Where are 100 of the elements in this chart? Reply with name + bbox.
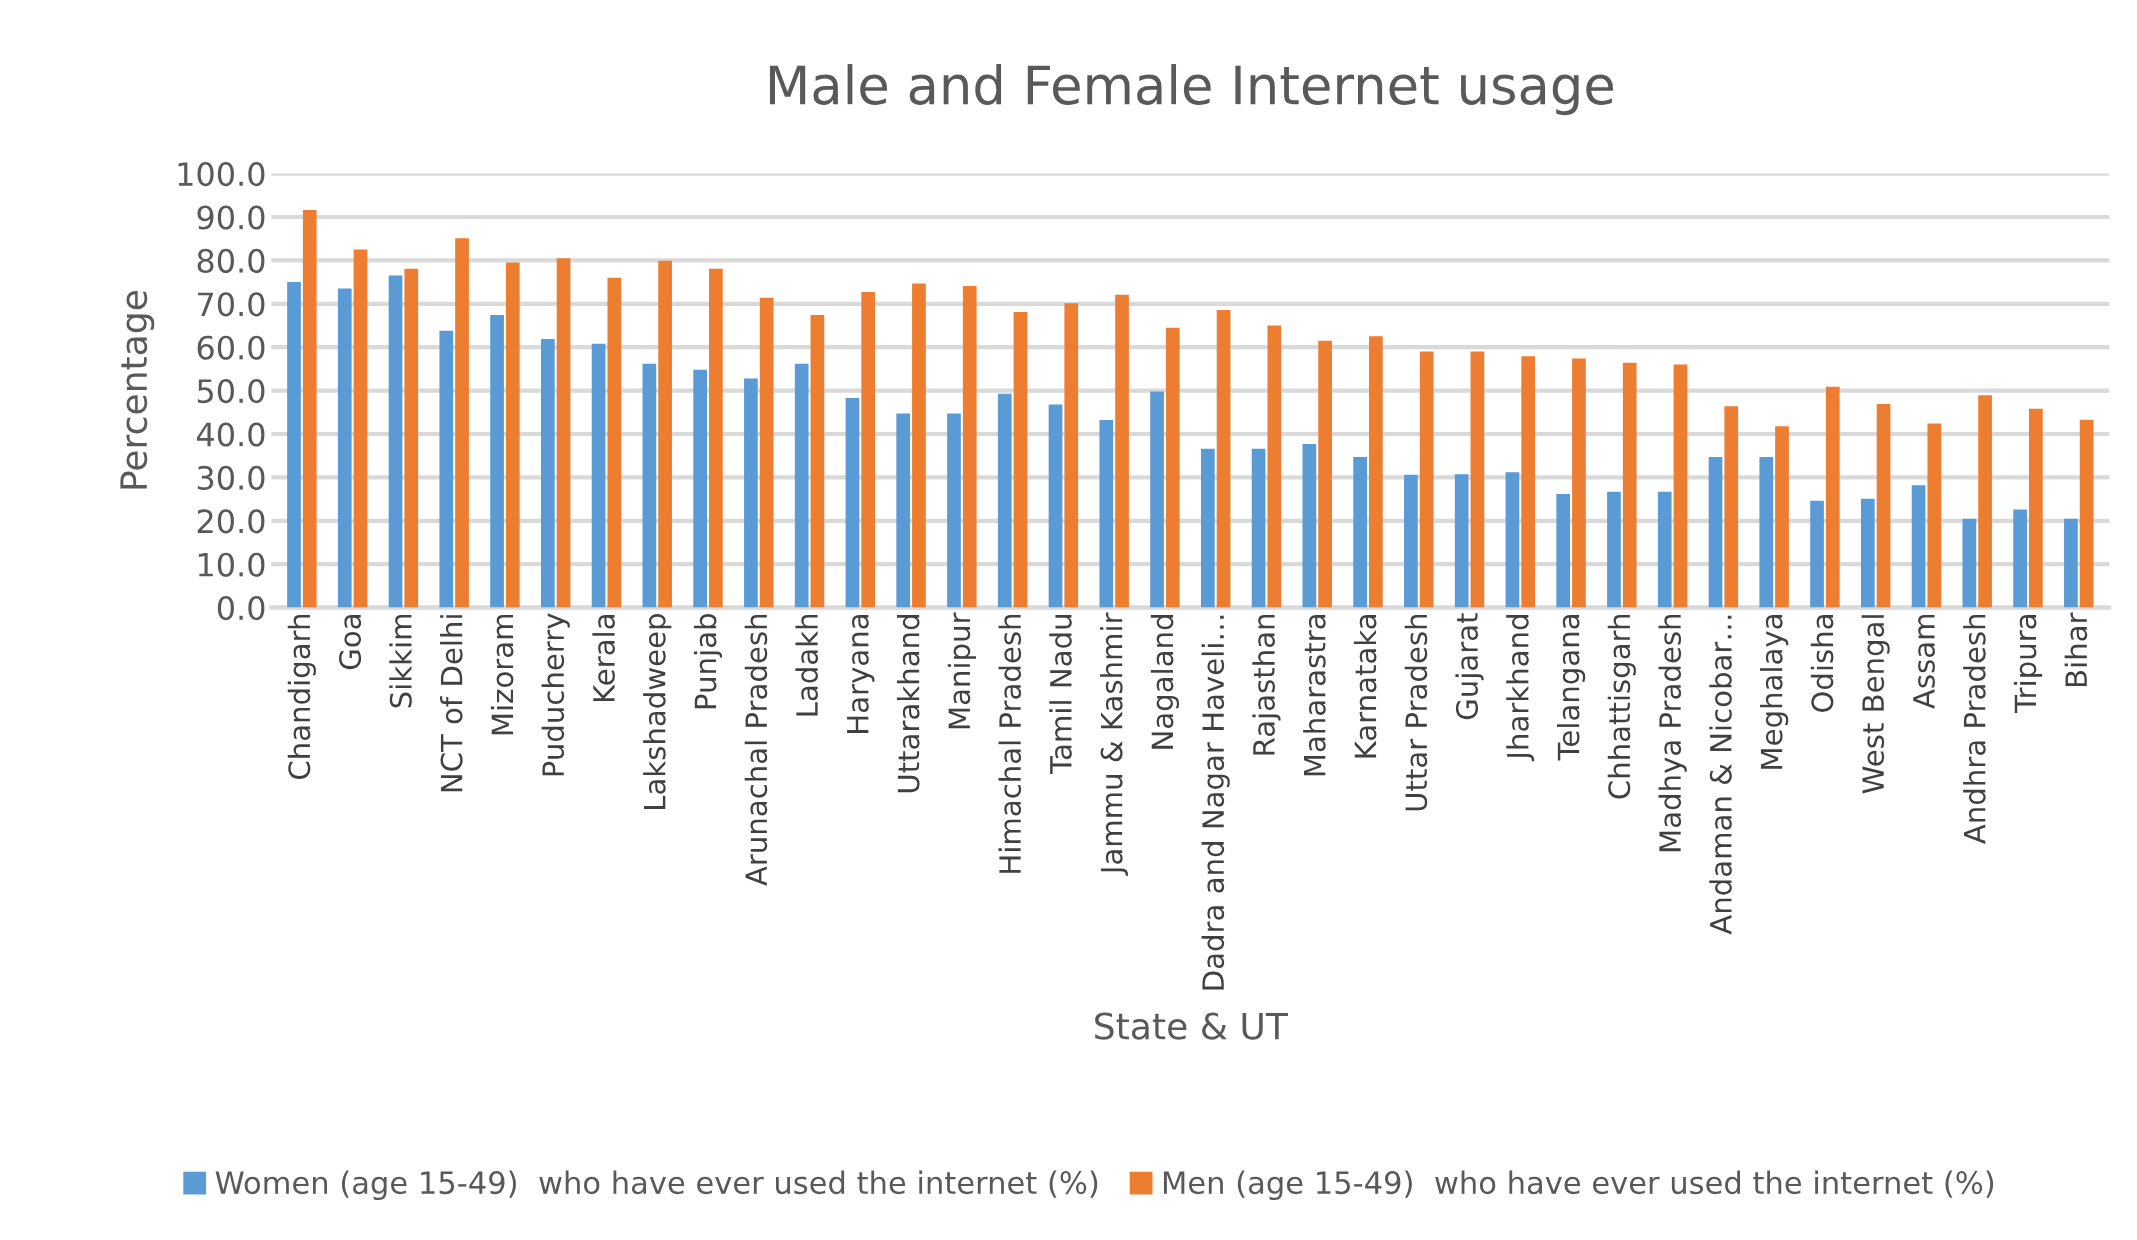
x-tick-label: Uttarakhand xyxy=(896,615,920,793)
bar xyxy=(1927,423,1942,608)
bar xyxy=(997,393,1012,608)
x-tick-label: Ladakh xyxy=(795,614,819,716)
bar xyxy=(1978,395,1992,608)
bar xyxy=(2013,509,2027,608)
bar xyxy=(658,260,672,608)
bar xyxy=(556,258,571,608)
bar xyxy=(1318,340,1332,608)
x-tick-label: Dadra and Nagar Haveli… xyxy=(1201,615,1230,990)
bar xyxy=(1419,351,1434,608)
bar xyxy=(1759,457,1774,608)
bar xyxy=(607,277,622,608)
y-tick-label: 10.0 xyxy=(198,552,265,577)
x-tick-label: Odisha xyxy=(1810,615,1834,712)
bar xyxy=(505,262,520,608)
y-tick-label: 100.0 xyxy=(178,162,265,187)
bar xyxy=(302,210,317,608)
bar xyxy=(455,238,469,608)
bar xyxy=(540,338,555,608)
bar xyxy=(2079,419,2094,608)
x-tick-label: Andhra Pradesh xyxy=(1963,614,1986,844)
bar xyxy=(1876,404,1891,608)
bar xyxy=(1216,309,1231,608)
bar xyxy=(912,283,926,608)
y-tick-label: 40.0 xyxy=(196,422,265,447)
x-tick-label: Sikkim xyxy=(389,614,412,708)
bar xyxy=(1369,336,1383,608)
x-tick-label: Punjab xyxy=(693,614,723,709)
y-tick-label: 80.0 xyxy=(197,248,265,273)
x-tick-label: Andaman & Nicobar… xyxy=(1709,615,1732,935)
bar xyxy=(2064,518,2078,608)
x-tick-label: Goa xyxy=(339,615,362,670)
bar xyxy=(1556,493,1571,608)
y-tick-label: 90.0 xyxy=(197,205,265,230)
x-tick-label: Manipur xyxy=(947,612,976,729)
y-tick-label: 60.0 xyxy=(197,335,265,360)
chart-title: Male and Female Internet usage xyxy=(769,64,1614,116)
x-tick-label: Rajasthan xyxy=(1252,614,1281,755)
bar xyxy=(962,286,977,608)
x-tick-label: Uttar Pradesh xyxy=(1404,614,1428,811)
bar xyxy=(861,292,876,608)
bar xyxy=(1267,325,1282,608)
bar xyxy=(1572,358,1586,608)
x-tick-label: Tripura xyxy=(2013,615,2043,714)
x-tick-label: Arunachal Pradesh xyxy=(744,614,768,886)
bar xyxy=(1962,518,1977,608)
bar xyxy=(439,330,454,608)
bar xyxy=(794,363,809,608)
x-tick-label: Madhya Pradesh xyxy=(1658,614,1687,852)
x-tick-label: West Bengal xyxy=(1861,615,1890,794)
bar xyxy=(337,288,352,608)
bar xyxy=(353,249,368,608)
x-tick-label: Chandigarh xyxy=(287,614,316,780)
y-tick-label: 70.0 xyxy=(198,292,265,317)
bar xyxy=(1404,474,1418,608)
legend-label: Men (age 15-49) who have ever used the internet (%) xyxy=(1163,1170,1994,1201)
bar xyxy=(1673,364,1688,608)
x-tick-label: Himachal Pradesh xyxy=(998,614,1022,873)
bar xyxy=(1724,406,1739,608)
x-tick-label: Jammu & Kashmir xyxy=(1100,612,1129,876)
bar xyxy=(810,315,825,608)
x-tick-label: Telangana xyxy=(1556,615,1586,761)
bar xyxy=(1911,485,1926,608)
bar xyxy=(1775,426,1789,608)
bar xyxy=(1064,303,1079,608)
y-tick-label: 0.0 xyxy=(217,596,265,621)
bar xyxy=(1200,448,1215,608)
bar xyxy=(388,275,403,608)
bar xyxy=(591,343,606,608)
x-tick-label: Tamil Nadu xyxy=(1049,615,1072,774)
bar xyxy=(1825,386,1840,608)
y-tick-label: 20.0 xyxy=(197,509,265,534)
bar xyxy=(490,315,504,608)
x-tick-label: Bihar xyxy=(2064,612,2088,687)
x-tick-label: Haryana xyxy=(847,615,875,733)
bar xyxy=(2029,408,2043,608)
bar xyxy=(1470,351,1485,608)
bar xyxy=(1099,420,1114,608)
x-axis-title: State & UT xyxy=(1095,1012,1289,1040)
bar xyxy=(744,378,758,608)
bar xyxy=(642,363,657,608)
bar xyxy=(1251,448,1266,608)
x-tick-label: Gujarat xyxy=(1455,613,1484,720)
bar xyxy=(1165,327,1180,608)
bar xyxy=(845,397,860,608)
bar xyxy=(1708,457,1723,608)
x-tick-label: Karnataka xyxy=(1353,615,1377,758)
bar xyxy=(1505,472,1520,608)
x-tick-label: Nagaland xyxy=(1150,615,1180,749)
y-tick-label: 50.0 xyxy=(197,379,265,404)
bar xyxy=(709,268,723,608)
x-tick-label: Maharastra xyxy=(1303,615,1326,776)
bar xyxy=(693,369,707,608)
x-tick-label: NCT of Delhi xyxy=(440,615,463,792)
bar xyxy=(1860,498,1875,608)
bar xyxy=(1353,457,1367,608)
bar xyxy=(1622,362,1637,608)
bar xyxy=(1115,294,1129,608)
bar xyxy=(1150,391,1164,608)
